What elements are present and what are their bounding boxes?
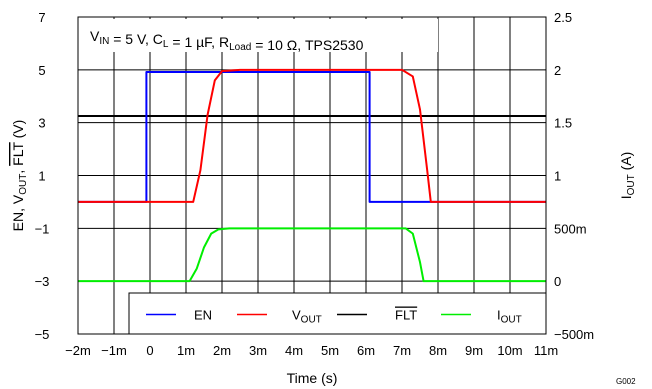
series-line-iout [78,227,546,283]
y-right-tick-label: 500m [554,221,587,236]
text-part: OUT [18,174,29,195]
text-part: (V) [10,120,26,143]
condition-annotation: VIN = 5 V, CL = 1 µF, RLoad = 10 Ω, TPS2… [80,19,438,53]
y-right-tick-label: 1.5 [554,116,572,131]
x-tick-labels: −2m −1m 0 1m 2m 3m 4m 5m 6m 7m 8m 9m 10m 11m [65,343,558,358]
text-part: OUT [626,174,637,195]
y-left-tick-label: −5 [35,327,50,342]
text-part: I [618,195,634,199]
x-tick-label: 10m [497,343,522,358]
text-part: V [292,308,301,323]
series-line-en [78,70,546,203]
text-part: V [90,28,100,44]
text-part: L [163,39,169,50]
x-tick-label: 2m [213,343,231,358]
y-left-axis-title: EN, VOUT, FLT (V) [10,120,29,232]
x-tick-label: −1m [101,343,127,358]
y-right-tick-label: 0 [554,274,561,289]
y-right-axis-title: IOUT (A) [618,152,637,200]
y-left-tick-label: 1 [38,169,45,184]
series-lines [78,68,546,283]
x-tick-label: 4m [285,343,303,358]
text-part: (A) [618,152,634,175]
text-part: I [497,308,501,323]
text-part: = 5 V, C [109,31,163,47]
text-part: FLT [395,308,417,323]
text-part: OUT [301,315,322,326]
y-right-title-text: IOUT (A) [618,152,637,200]
x-tick-label: 5m [321,343,339,358]
legend-box [128,292,547,335]
legend-label-vout: VOUT [292,308,322,326]
text-part: IN [99,36,109,47]
x-tick-label: 6m [357,343,375,358]
y-left-tick-label: −1 [35,221,50,236]
y-right-tick-label: 1 [554,169,561,184]
text-part: FLT [10,142,26,166]
x-tick-label: 8m [429,343,447,358]
y-left-tick-labels: −5 −3 −1 1 3 5 7 [35,10,50,342]
x-tick-label: 3m [249,343,267,358]
y-right-tick-label: 2 [554,63,561,78]
y-right-tick-label: −500m [554,327,594,342]
x-axis-title: Time (s) [287,370,338,386]
legend: EN VOUT FLT IOUT [128,292,547,335]
text-part: , [10,166,26,174]
x-tick-label: 9m [465,343,483,358]
text-part: EN, V [10,194,26,231]
y-left-tick-label: 3 [38,116,45,131]
y-left-tick-label: 7 [38,10,45,25]
legend-label-en: EN [194,308,212,323]
figure-code: G002 [616,377,636,386]
y-right-tick-label: 2.5 [554,10,572,25]
text-part: OUT [501,315,522,326]
legend-label-iout: IOUT [497,308,522,326]
annotation-background [80,19,438,52]
text-part: EN [194,308,212,323]
x-tick-label: 7m [393,343,411,358]
x-tick-label: 1m [177,343,195,358]
x-tick-label: 0 [146,343,153,358]
annotation-text: VIN = 5 V, CL = 1 µF, RLoad = 10 Ω, TPS2… [90,28,364,53]
y-left-tick-label: −3 [35,274,50,289]
text-part: = 1 µF, R [168,34,229,50]
legend-label-flt: FLT [395,308,417,323]
y-left-tick-label: 5 [38,63,45,78]
y-left-title-text: EN, VOUT, FLT (V) [10,120,29,232]
y-right-tick-labels: −500m 0 500m 1 1.5 2 2.5 [554,10,594,342]
text-part: Load [229,42,251,53]
series-line-vout [78,68,546,203]
grid [77,16,547,335]
x-tick-label: −2m [65,343,91,358]
text-part: = 10 Ω, TPS2530 [251,37,363,53]
x-tick-label: 11m [534,343,558,358]
